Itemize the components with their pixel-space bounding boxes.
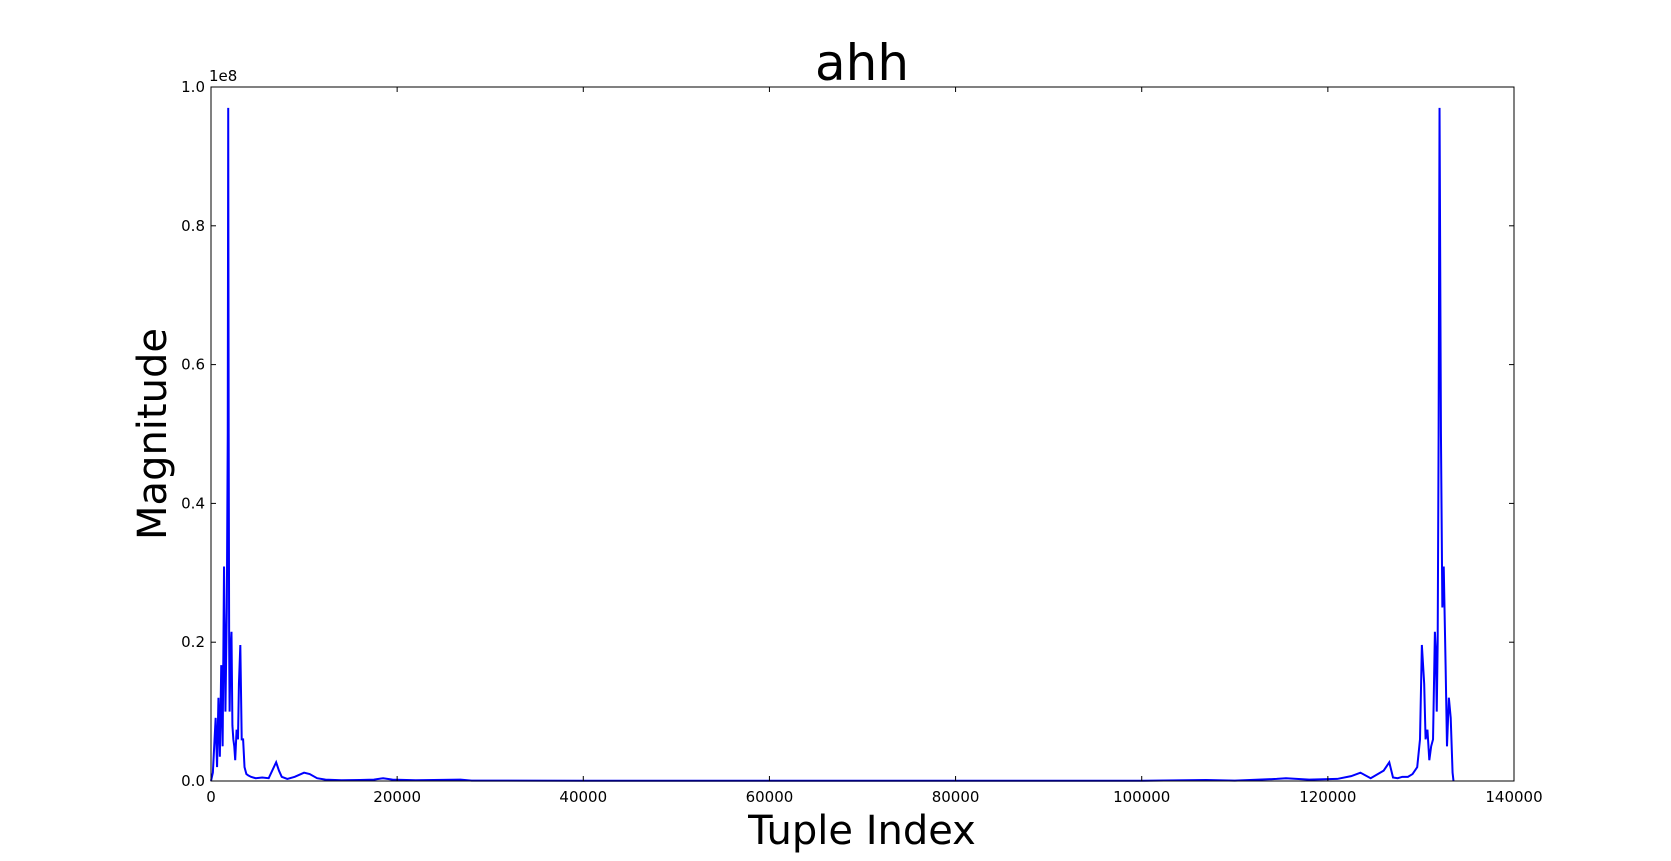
y-axis-title: Magnitude [130, 328, 176, 540]
chart-title: ahh [815, 34, 909, 92]
y-axis-ticks: 0.0 0.2 0.4 0.6 0.8 1.0 [181, 78, 1514, 790]
series-line [210, 107, 1455, 782]
y-tick-label: 0.4 [181, 494, 205, 512]
plot-area [210, 86, 1515, 782]
x-tick-label: 60000 [746, 788, 794, 806]
x-tick-label: 40000 [559, 788, 607, 806]
axes-frame [210, 86, 1515, 782]
x-axis-ticks: 0 20000 40000 60000 80000 100000 120000 140000 [206, 87, 1543, 806]
y-tick-label: 0.2 [181, 633, 205, 651]
x-tick-label: 120000 [1299, 788, 1356, 806]
x-tick-label: 0 [206, 788, 216, 806]
y-tick-label: 1.0 [181, 78, 205, 96]
x-tick-label: 140000 [1485, 788, 1542, 806]
x-tick-label: 80000 [932, 788, 980, 806]
x-tick-label: 100000 [1113, 788, 1170, 806]
y-tick-label: 0.6 [181, 356, 205, 374]
y-axis-offset-text: 1e8 [209, 67, 237, 85]
y-tick-label: 0.0 [181, 772, 205, 790]
x-tick-label: 20000 [373, 788, 421, 806]
y-tick-label: 0.8 [181, 217, 205, 235]
x-axis-title: Tuple Index [747, 808, 976, 854]
